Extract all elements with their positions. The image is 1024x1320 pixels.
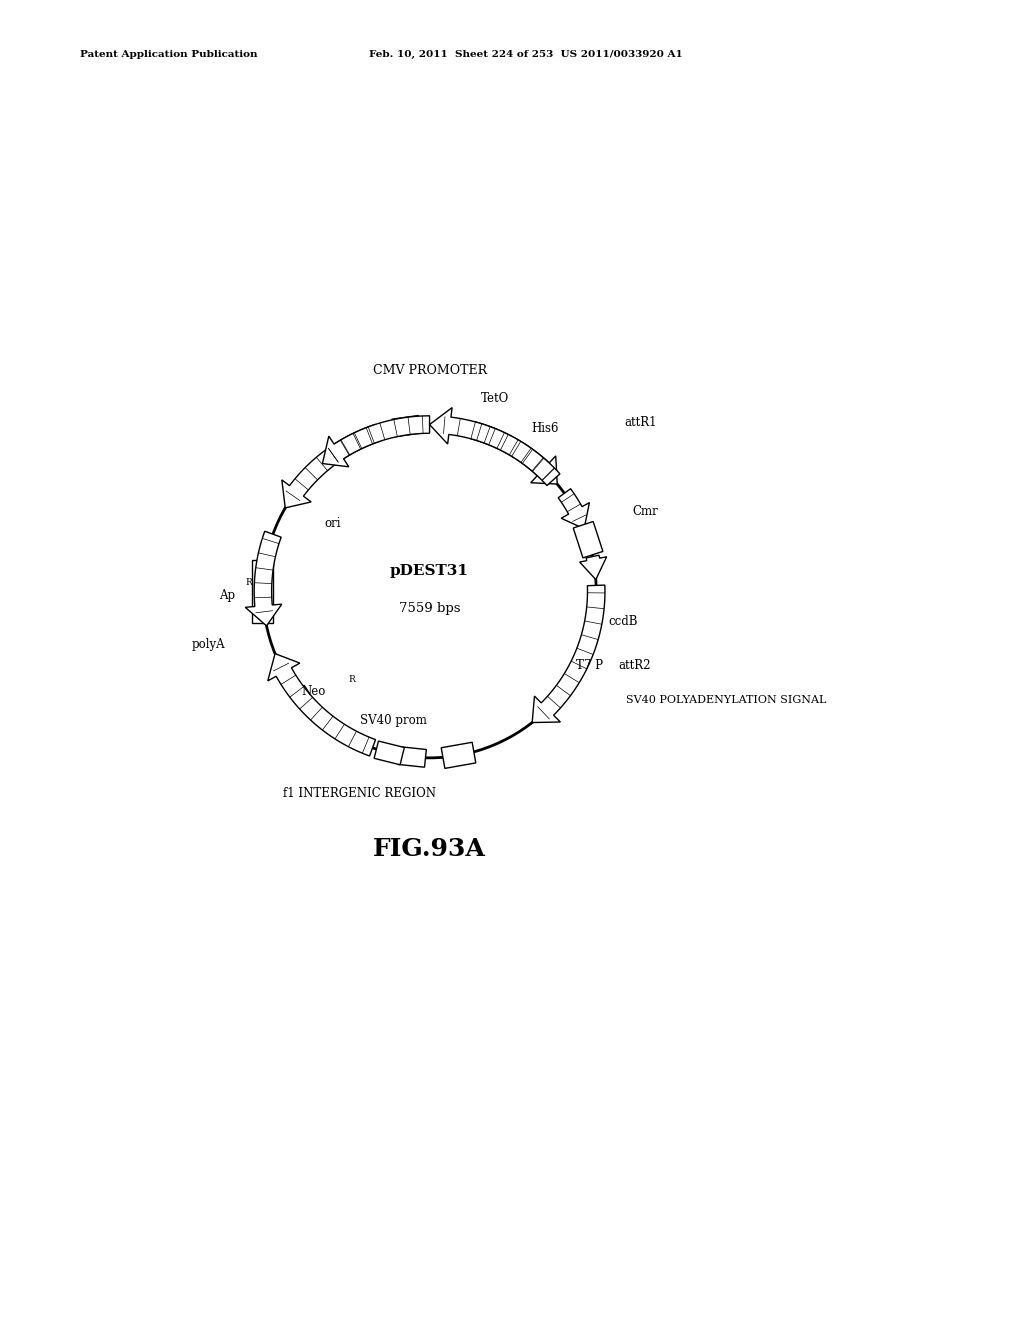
Text: R: R [246,578,252,587]
Text: TetO: TetO [481,392,509,405]
Text: SV40 POLYADENYLATION SIGNAL: SV40 POLYADENYLATION SIGNAL [627,694,826,705]
Text: Cmr: Cmr [632,506,657,519]
Polygon shape [282,425,381,508]
Polygon shape [430,408,560,486]
Text: FIG.93A: FIG.93A [373,837,486,861]
Text: His6: His6 [531,422,559,436]
Text: SV40 prom: SV40 prom [360,714,427,727]
Text: CMV PROMOTER: CMV PROMOTER [373,364,486,378]
Polygon shape [558,488,590,529]
Polygon shape [580,556,606,579]
Text: f1 INTERGENIC REGION: f1 INTERGENIC REGION [283,787,436,800]
Polygon shape [398,747,426,767]
Polygon shape [532,585,605,722]
Text: Patent Application Publication: Patent Application Publication [80,50,257,59]
Text: attR1: attR1 [624,416,656,429]
Text: ccdB: ccdB [608,615,638,628]
Text: attR2: attR2 [618,659,651,672]
Text: ori: ori [325,517,341,531]
Text: R: R [348,675,355,684]
Text: Ap: Ap [219,589,236,602]
Text: Neo: Neo [301,685,326,698]
Polygon shape [323,416,430,467]
Text: pDEST31: pDEST31 [390,565,469,578]
Polygon shape [267,653,376,756]
Polygon shape [253,560,273,623]
Polygon shape [470,422,557,484]
Polygon shape [441,742,476,768]
Text: 7559 bps: 7559 bps [398,602,461,615]
Text: polyA: polyA [191,638,225,651]
Text: T7 P: T7 P [577,659,603,672]
Polygon shape [374,741,404,764]
Polygon shape [573,521,603,558]
Polygon shape [246,531,282,626]
Polygon shape [392,416,421,437]
Text: Feb. 10, 2011  Sheet 224 of 253  US 2011/0033920 A1: Feb. 10, 2011 Sheet 224 of 253 US 2011/0… [369,50,682,59]
